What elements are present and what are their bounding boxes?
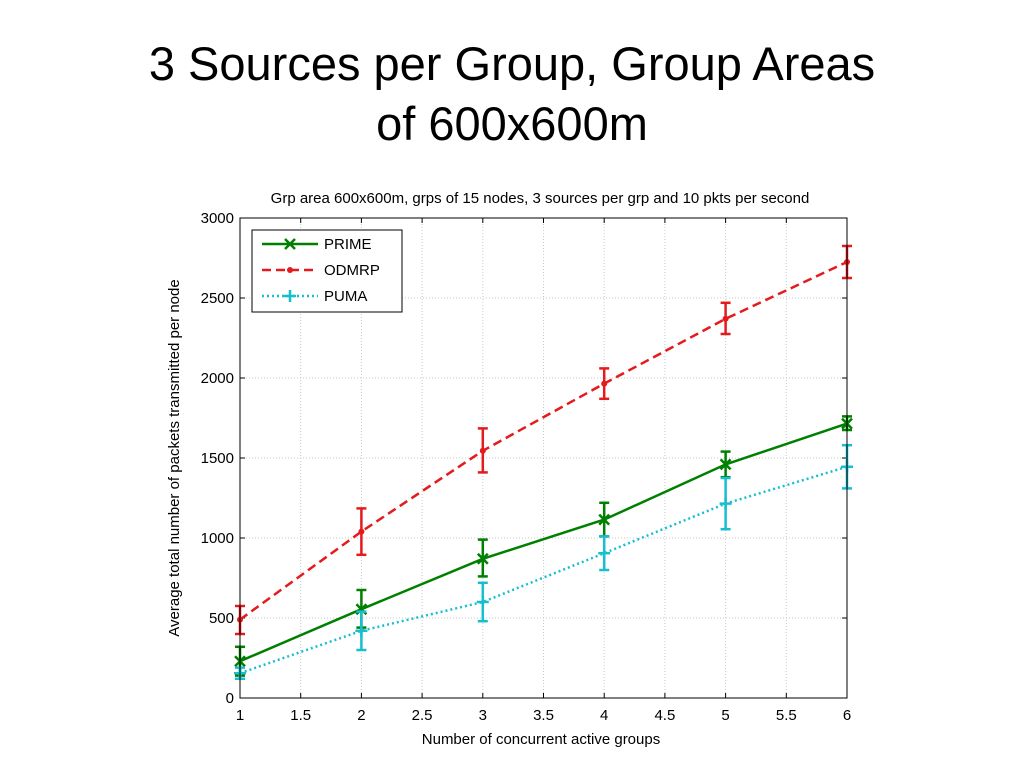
prime-point bbox=[719, 458, 732, 471]
prime-point bbox=[598, 513, 611, 526]
legend-marker bbox=[284, 238, 296, 250]
x-tick-label: 2.5 bbox=[412, 707, 433, 724]
legend-marker bbox=[287, 267, 293, 273]
odmrp-point bbox=[479, 447, 486, 454]
y-tick-label: 500 bbox=[209, 610, 234, 627]
legend-label: ODMRP bbox=[324, 262, 380, 279]
odmrp-line bbox=[239, 260, 848, 621]
legend-item-odmrp: ODMRP bbox=[262, 262, 380, 279]
x-tick-label: 6 bbox=[843, 707, 851, 724]
chart-title: Grp area 600x600m, grps of 15 nodes, 3 s… bbox=[271, 190, 810, 207]
slide-title-line-1: 3 Sources per Group, Group Areas bbox=[148, 37, 876, 90]
x-tick-label: 1 bbox=[236, 707, 244, 724]
puma-point bbox=[598, 547, 611, 560]
puma-line bbox=[239, 465, 848, 675]
y-tick-label: 2500 bbox=[201, 290, 234, 307]
marker-stroke bbox=[719, 458, 732, 471]
y-tick-label: 1000 bbox=[201, 530, 234, 547]
x-tick-label: 1.5 bbox=[290, 707, 311, 724]
x-tick-label: 4 bbox=[600, 707, 608, 724]
puma-point bbox=[476, 596, 489, 608]
y-tick-label: 0 bbox=[226, 690, 234, 707]
prime-point bbox=[476, 552, 489, 565]
y-tick-label: 1500 bbox=[201, 450, 234, 467]
marker-stroke bbox=[476, 552, 489, 565]
plot-frame bbox=[239, 217, 848, 699]
prime-series bbox=[234, 415, 853, 677]
puma-point bbox=[355, 624, 368, 637]
legend-label: PUMA bbox=[324, 288, 367, 305]
odmrp-point bbox=[601, 380, 608, 387]
x-tick-label: 5 bbox=[721, 707, 729, 724]
y-tick-label: 3000 bbox=[201, 210, 234, 227]
x-tick-label: 3.5 bbox=[533, 707, 554, 724]
slide-title: 3 Sources per Group, Group Areas of 600x… bbox=[0, 34, 1024, 154]
legend-label: PRIME bbox=[324, 236, 372, 253]
x-tick-label: 3 bbox=[479, 707, 487, 724]
axis-labels: 1 1.5 2 2.5 3 3.5 4 4.5 5 5.5 6 0 500 1000 1500 2000 250… bbox=[201, 210, 852, 724]
x-tick-label: 5.5 bbox=[776, 707, 797, 724]
odmrp-point bbox=[358, 528, 365, 535]
x-tick-label: 4.5 bbox=[654, 707, 675, 724]
y-tick-label: 2000 bbox=[201, 370, 234, 387]
marker-stroke bbox=[598, 513, 611, 526]
x-axis-title: Number of concurrent active groups bbox=[422, 731, 660, 748]
marker-stroke bbox=[284, 238, 296, 250]
x-tick-label: 2 bbox=[357, 707, 365, 724]
prime-line bbox=[239, 422, 848, 663]
odmrp-point bbox=[722, 315, 729, 322]
legend-marker bbox=[284, 290, 296, 302]
legend-item-prime: PRIME bbox=[262, 236, 372, 253]
slide-title-line-2: of 600x600m bbox=[376, 97, 648, 150]
legend-item-puma: PUMA bbox=[262, 288, 367, 305]
legend: PRIME ODMRP PUMA bbox=[251, 229, 403, 313]
puma-point bbox=[719, 497, 732, 510]
y-axis-title: Average total number of packets transmit… bbox=[166, 279, 183, 636]
